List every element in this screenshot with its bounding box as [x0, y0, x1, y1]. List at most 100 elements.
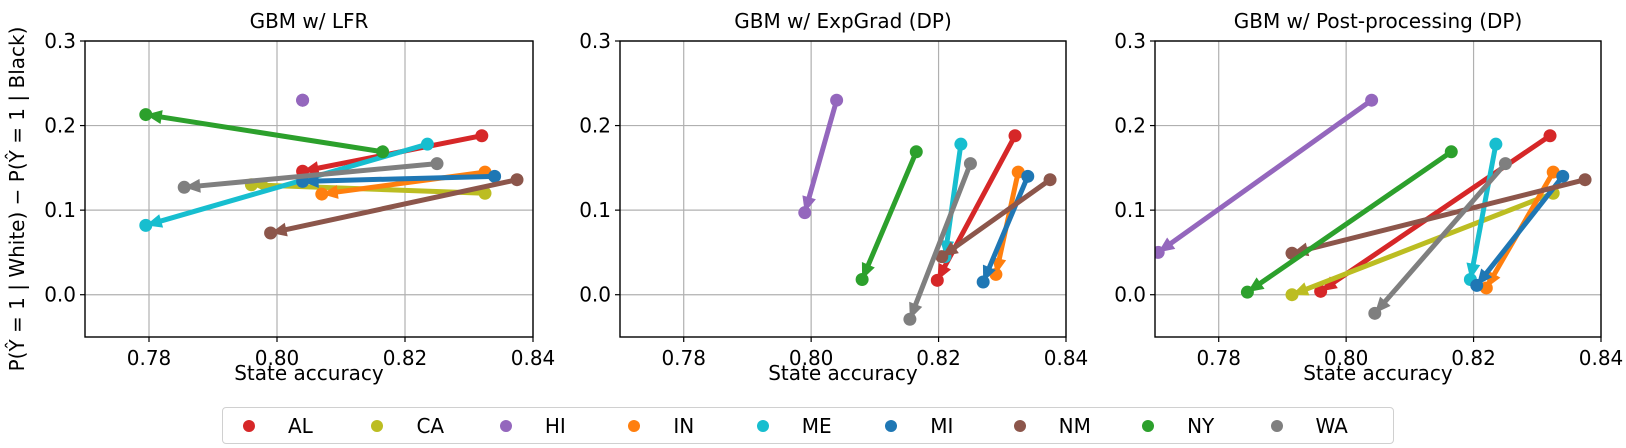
legend-marker-icon	[1271, 420, 1283, 432]
legend-item-in: IN	[622, 414, 750, 438]
x-tick-label: 0.84	[1579, 346, 1624, 370]
legend-label: WA	[1316, 414, 1348, 438]
subplot-title: GBM w/ ExpGrad (DP)	[734, 9, 952, 33]
subplot-title: GBM w/ Post-processing (DP)	[1234, 9, 1523, 33]
legend-item-mi: MI	[879, 414, 1007, 438]
x-axis-label: State accuracy	[234, 361, 384, 385]
x-tick-label: 0.78	[1196, 346, 1241, 370]
subplot-1: 0.780.800.820.840.00.10.20.3GBM w/ LFRSt…	[5, 9, 555, 385]
y-tick-label: 0.2	[1114, 114, 1146, 138]
legend-item-me: ME	[751, 414, 879, 438]
end-point	[1241, 286, 1254, 299]
legend-marker-icon	[757, 420, 769, 432]
subplot-2: 0.780.800.820.840.00.10.20.3GBM w/ ExpGr…	[579, 9, 1088, 385]
start-point	[1499, 157, 1512, 170]
y-tick-label: 0.3	[1114, 29, 1146, 53]
start-point	[964, 157, 977, 170]
arrow-hi	[798, 94, 843, 219]
start-point	[511, 173, 524, 186]
arrow-ny	[139, 108, 389, 158]
legend-label: ME	[802, 414, 832, 438]
legend-label: CA	[416, 414, 444, 438]
end-point	[798, 206, 811, 219]
x-tick-label: 0.82	[916, 346, 961, 370]
start-point	[1556, 170, 1569, 183]
y-axis-label: P(Ŷ = 1 | White) − P(Ŷ = 1 | Black)	[5, 27, 29, 372]
end-point	[178, 181, 191, 194]
legend-label: IN	[673, 414, 694, 438]
x-tick-label: 0.78	[127, 346, 172, 370]
legend-item-wa: WA	[1265, 414, 1393, 438]
legend-label: MI	[930, 414, 953, 438]
x-tick-label: 0.82	[1451, 346, 1496, 370]
y-tick-label: 0.1	[579, 198, 611, 222]
legend-label: NM	[1059, 414, 1091, 438]
start-point	[1579, 173, 1592, 186]
legend-label: NY	[1187, 414, 1214, 438]
start-point	[1044, 173, 1057, 186]
legend-item-ny: NY	[1136, 414, 1264, 438]
start-point	[1021, 170, 1034, 183]
legend-marker-icon	[885, 420, 897, 432]
start-point	[431, 157, 444, 170]
y-tick-label: 0.1	[1114, 198, 1146, 222]
legend-item-al: AL	[237, 414, 365, 438]
legend-item-nm: NM	[1008, 414, 1136, 438]
x-axis-label: State accuracy	[768, 361, 918, 385]
start-point	[1489, 138, 1502, 151]
end-point	[1152, 246, 1165, 259]
legend-label: AL	[288, 414, 313, 438]
start-point	[421, 138, 434, 151]
legend-marker-icon	[371, 420, 383, 432]
arrow-wa	[1368, 157, 1512, 320]
x-tick-label: 0.78	[661, 346, 706, 370]
y-tick-label: 0.0	[1114, 283, 1146, 307]
legend-marker-icon	[500, 420, 512, 432]
start-point	[954, 138, 967, 151]
axes-frame	[620, 41, 1066, 337]
x-tick-label: 0.84	[1044, 346, 1089, 370]
start-point	[475, 129, 488, 142]
legend-marker-icon	[1014, 420, 1026, 432]
y-tick-label: 0.0	[44, 283, 76, 307]
end-point	[1368, 307, 1381, 320]
data-layer	[139, 94, 523, 240]
y-tick-label: 0.2	[44, 114, 76, 138]
y-tick-label: 0.1	[44, 198, 76, 222]
start-point	[1009, 129, 1022, 142]
end-point	[1285, 288, 1298, 301]
x-tick-label: 0.84	[511, 346, 556, 370]
start-point	[488, 170, 501, 183]
legend-label: HI	[545, 414, 566, 438]
end-point	[264, 226, 277, 239]
y-tick-label: 0.2	[579, 114, 611, 138]
figure: 0.780.800.820.840.00.10.20.3GBM w/ LFRSt…	[0, 0, 1626, 448]
start-point	[376, 145, 389, 158]
x-axis-label: State accuracy	[1303, 361, 1453, 385]
arrow-hi	[296, 94, 309, 107]
end-point	[1470, 279, 1483, 292]
end-point	[903, 313, 916, 326]
legend-item-hi: HI	[494, 414, 622, 438]
legend-marker-icon	[628, 420, 640, 432]
legend-marker-icon	[1142, 420, 1154, 432]
subplot-3: 0.780.800.820.840.00.10.20.3GBM w/ Post-…	[1114, 9, 1623, 385]
y-tick-label: 0.0	[579, 283, 611, 307]
end-point	[315, 188, 328, 201]
end-point	[139, 108, 152, 121]
start-point	[1365, 94, 1378, 107]
end-point	[856, 273, 869, 286]
start-point	[1445, 145, 1458, 158]
end-point	[139, 219, 152, 232]
subplot-title: GBM w/ LFR	[250, 9, 369, 33]
y-tick-label: 0.3	[44, 29, 76, 53]
legend-item-ca: CA	[365, 414, 493, 438]
end-point	[931, 274, 944, 287]
data-layer	[1152, 94, 1592, 320]
start-point	[830, 94, 843, 107]
arrow-hi	[1152, 94, 1378, 259]
end-point	[977, 276, 990, 289]
x-tick-label: 0.82	[383, 346, 428, 370]
start-point	[910, 145, 923, 158]
y-tick-label: 0.3	[579, 29, 611, 53]
